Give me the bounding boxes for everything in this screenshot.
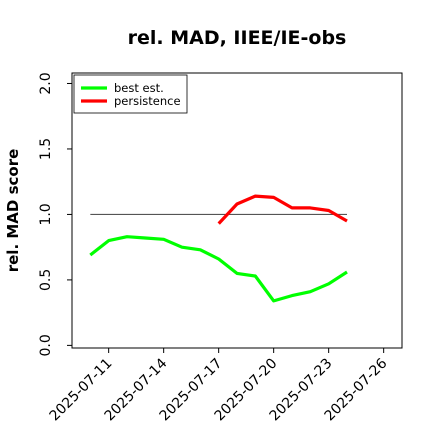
y-tick-label: 1.0: [38, 203, 54, 225]
y-tick-label: 2.0: [38, 72, 54, 94]
y-tick-label: 0.0: [38, 334, 54, 356]
series-line-best-est: [89, 235, 348, 303]
legend-label: best est.: [114, 81, 164, 95]
chart-title: rel. MAD, IIEE/IE-obs: [128, 27, 347, 49]
y-tick-label: 0.5: [38, 269, 54, 291]
series-line-persistence: [217, 194, 348, 225]
legend: best est.persistence: [73, 74, 188, 114]
legend-label: persistence: [114, 94, 181, 108]
plot-area: 0.00.51.01.52.02025-07-112025-07-142025-…: [38, 72, 391, 424]
plot-frame: [71, 72, 403, 349]
y-tick-label: 1.5: [38, 138, 54, 160]
y-axis-label: rel. MAD score: [4, 149, 22, 273]
legend-box: [73, 74, 188, 114]
